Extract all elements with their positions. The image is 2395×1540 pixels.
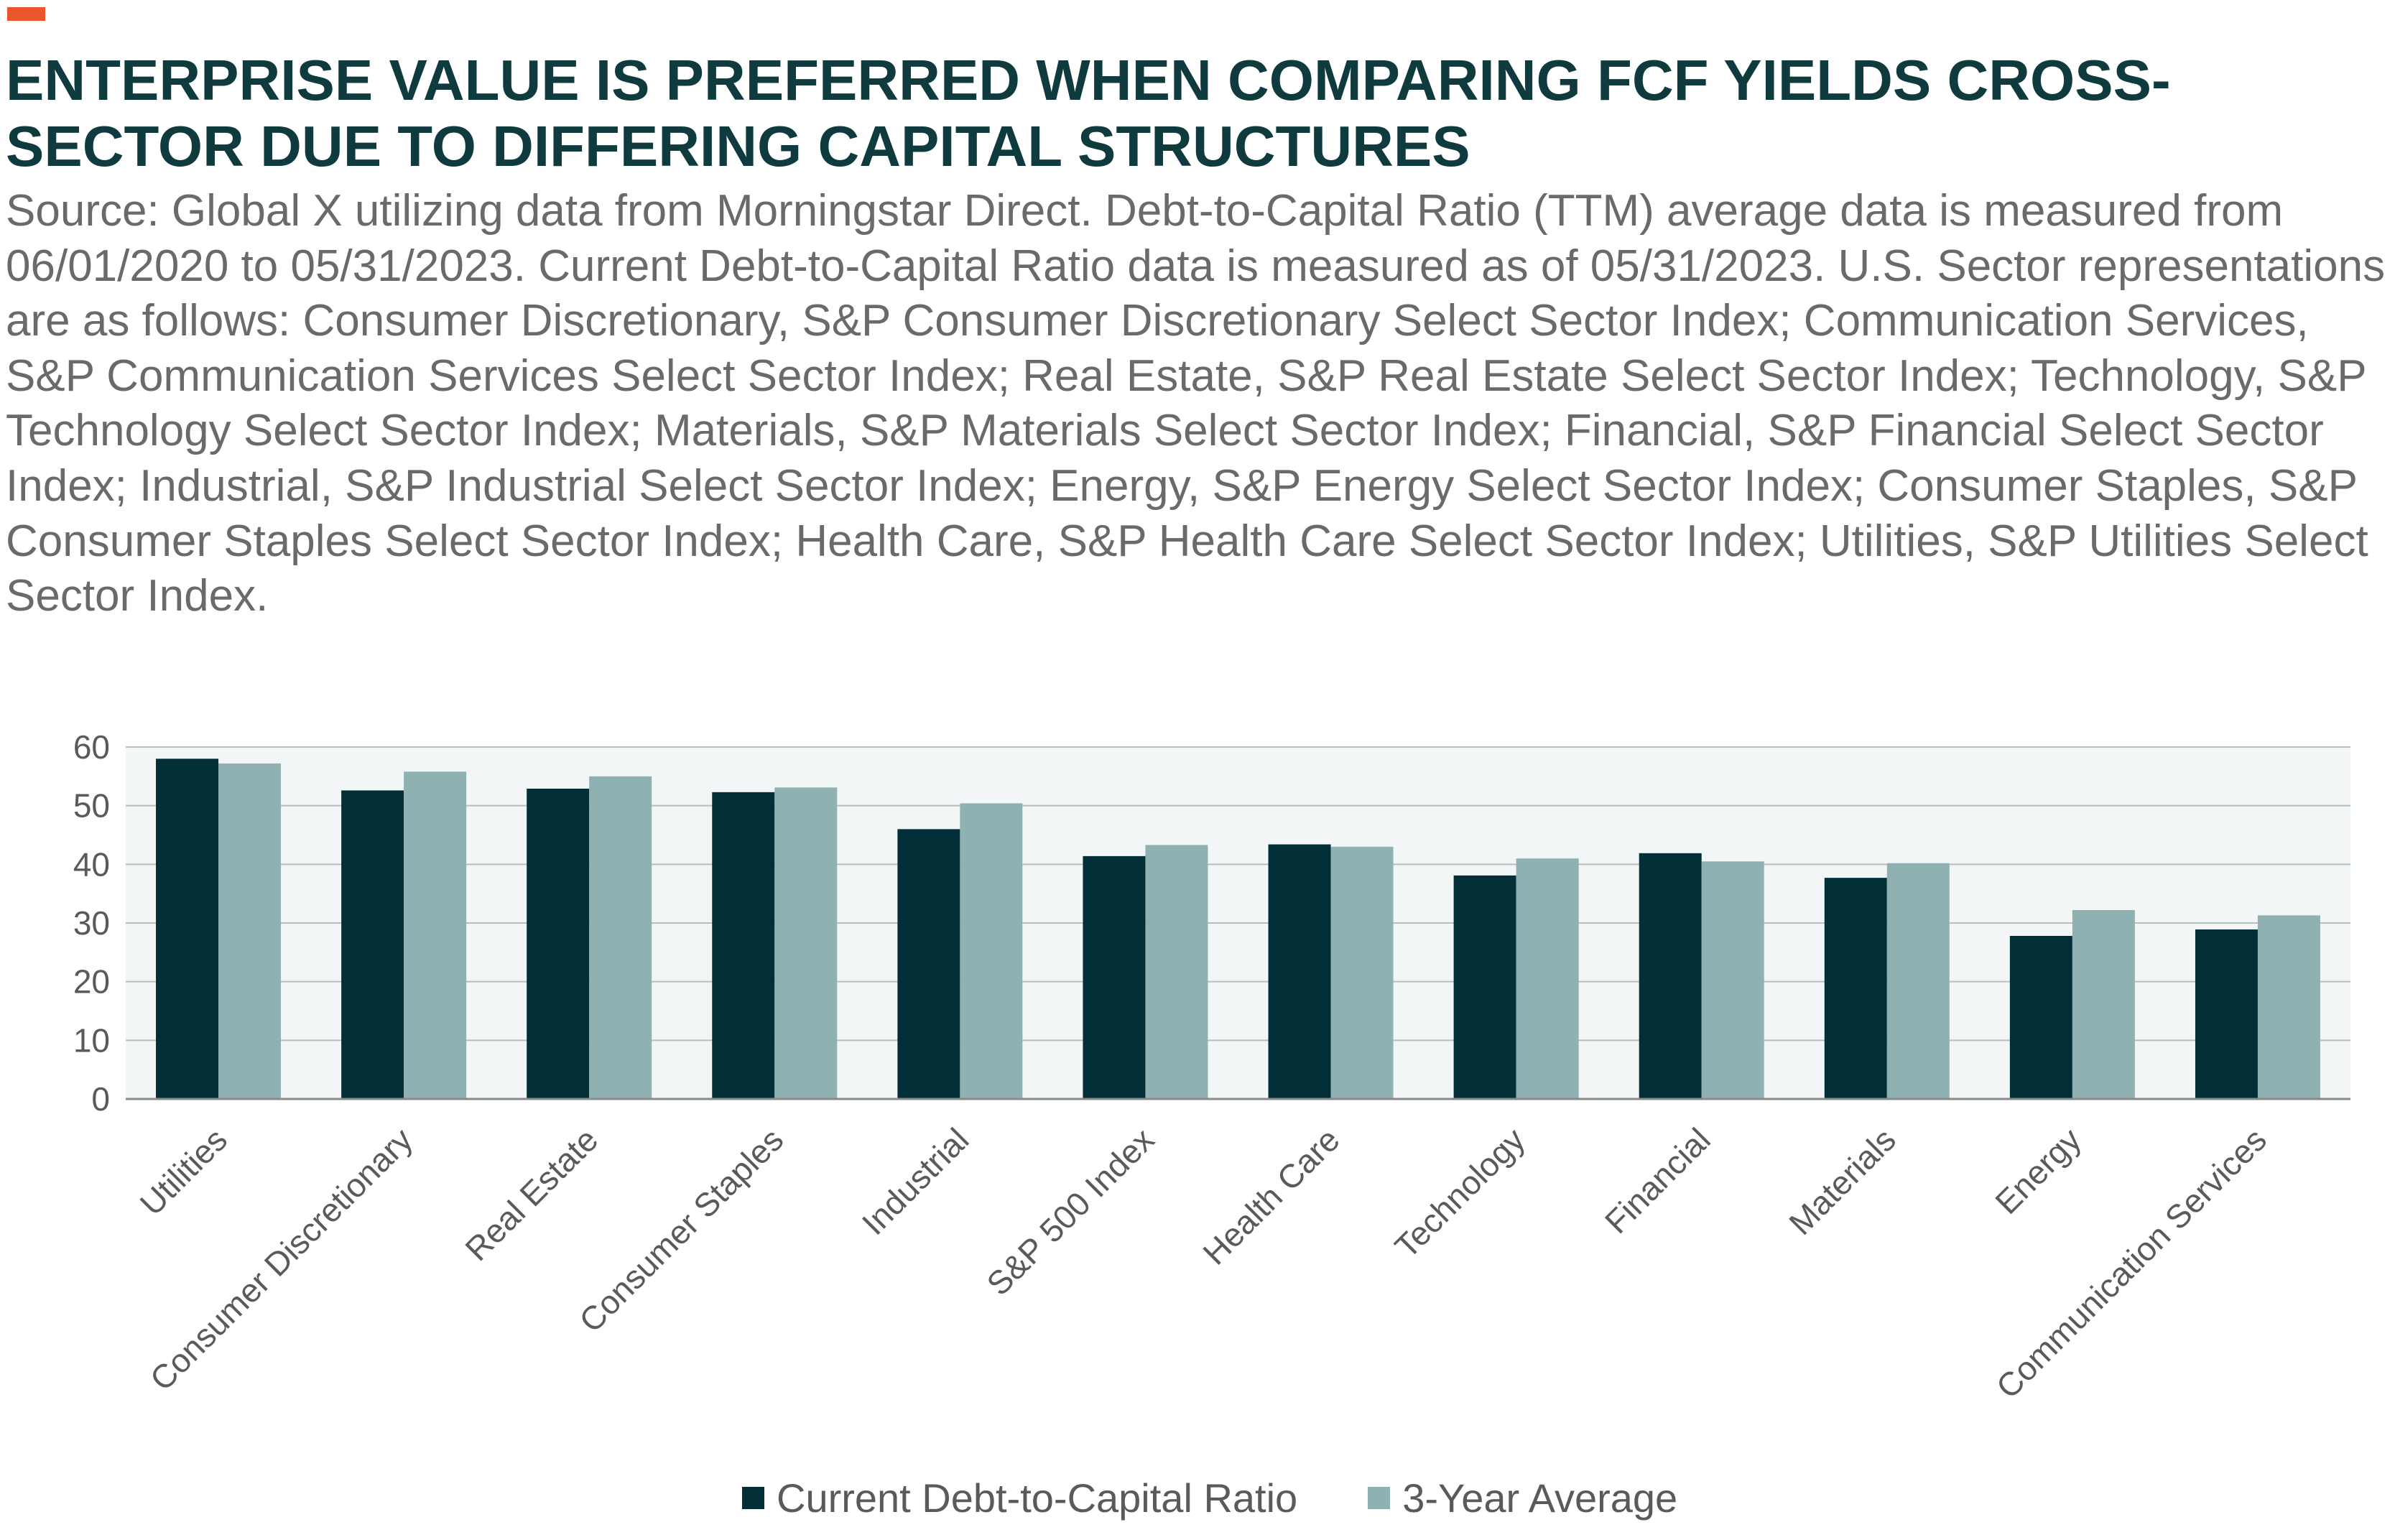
x-category-label: Energy: [1988, 1121, 2088, 1221]
legend-item-current: Current Debt-to-Capital Ratio: [742, 1475, 1297, 1521]
y-tick-label: 40: [73, 845, 110, 883]
bar-average: [774, 787, 838, 1099]
x-category-label: Health Care: [1195, 1121, 1346, 1271]
bar-current: [1639, 853, 1702, 1099]
bar-current: [341, 790, 404, 1099]
legend-swatch-current: [742, 1486, 764, 1509]
y-tick-label: 50: [73, 787, 110, 825]
x-category-label: Technology: [1387, 1121, 1532, 1265]
bar-current: [2009, 935, 2072, 1099]
bar-average: [2257, 915, 2320, 1099]
bar-current: [156, 759, 219, 1099]
y-tick-label: 0: [91, 1080, 110, 1118]
bar-current: [527, 788, 590, 1099]
bar-average: [1330, 846, 1394, 1099]
y-tick-label: 30: [73, 904, 110, 942]
x-category-label: Financial: [1598, 1121, 1718, 1240]
bar-average: [1701, 861, 1764, 1099]
bar-average: [589, 776, 652, 1099]
chart-title: ENTERPRISE VALUE IS PREFERRED WHEN COMPA…: [6, 48, 2171, 178]
chart-subtitle: Source: Global X utilizing data from Mor…: [6, 186, 2386, 621]
bars: [156, 759, 2320, 1099]
x-category-label: S&P 500 Index: [979, 1121, 1161, 1302]
accent-bar: [7, 7, 45, 21]
bar-current: [2195, 929, 2258, 1099]
bar-current: [712, 792, 775, 1099]
y-tick-label: 20: [73, 963, 110, 1001]
x-category-label: Real Estate: [458, 1121, 605, 1268]
x-category-label: Materials: [1782, 1121, 1903, 1242]
legend: Current Debt-to-Capital Ratio 3-Year Ave…: [742, 1471, 1748, 1524]
bar-average: [1516, 858, 1579, 1099]
legend-label-average: 3-Year Average: [1402, 1475, 1678, 1521]
legend-label-current: Current Debt-to-Capital Ratio: [777, 1475, 1298, 1521]
x-category-label: Industrial: [855, 1121, 976, 1242]
legend-swatch-average: [1368, 1486, 1391, 1509]
y-tick-label: 10: [73, 1021, 110, 1059]
bar-current: [1268, 844, 1331, 1099]
bar-average: [218, 763, 282, 1099]
bar-average: [1886, 863, 1950, 1099]
bar-average: [960, 803, 1023, 1099]
bar-current: [1453, 875, 1516, 1099]
y-axis-ticks: 0 10 20 30 40 50 60: [73, 728, 110, 1118]
bar-average: [1145, 845, 1208, 1099]
gridlines: [126, 746, 2350, 1042]
x-category-label: Utilities: [133, 1121, 235, 1223]
bar-average: [404, 771, 467, 1099]
y-tick-label: 60: [73, 728, 110, 766]
bar-current: [1083, 855, 1146, 1099]
bar-current: [1824, 878, 1887, 1099]
bar-average: [2072, 910, 2135, 1099]
legend-item-average: 3-Year Average: [1368, 1475, 1677, 1521]
x-category-label: Consumer Staples: [572, 1121, 790, 1339]
bar-current: [897, 829, 960, 1099]
